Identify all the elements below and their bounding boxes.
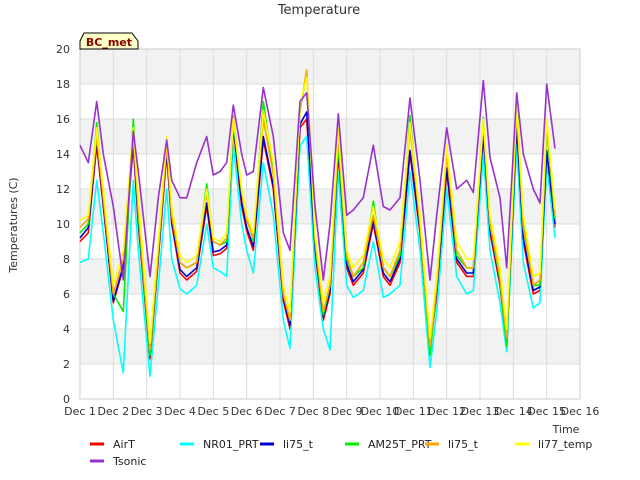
plot-band	[80, 119, 580, 154]
x-tick-label: Dec 4	[164, 405, 196, 418]
y-tick-label: 0	[63, 393, 70, 406]
y-tick-label: 16	[56, 113, 70, 126]
x-tick-label: Dec 14	[494, 405, 533, 418]
legend-label: li77_temp	[538, 438, 592, 451]
plot-band	[80, 49, 580, 84]
y-axis-label: Temperatures (C)	[7, 177, 20, 273]
legend-label: NR01_PRT	[203, 438, 259, 451]
legend-label: li75_t	[448, 438, 479, 451]
station-badge-box	[79, 32, 139, 50]
x-tick-labels: Dec 1 Dec 2 Dec 3 Dec 4 Dec 5 Dec 6 Dec 7 Dec 8…	[64, 405, 599, 418]
x-tick-label: Dec 13	[461, 405, 500, 418]
x-tick-label: Dec 5	[197, 405, 229, 418]
x-tick-label: Dec 8	[297, 405, 329, 418]
x-tick-label: Dec 12	[427, 405, 466, 418]
plot-band	[80, 294, 580, 329]
y-tick-label: 12	[56, 183, 70, 196]
station-badge: BC_met	[79, 32, 139, 50]
x-tick-label: Dec 2	[97, 405, 129, 418]
x-tick-label: Dec 7	[264, 405, 296, 418]
legend-label: li75_t	[283, 438, 314, 451]
series-lines	[79, 69, 556, 378]
y-tick-label: 20	[56, 43, 70, 56]
x-tick-label: Dec 11	[394, 405, 433, 418]
y-tick-label: 10	[56, 218, 70, 231]
x-tick-label: Dec 16	[561, 405, 600, 418]
x-tick-label: Dec 10	[361, 405, 400, 418]
x-axis-label: Time	[552, 423, 580, 436]
x-tick-label: Dec 1	[64, 405, 96, 418]
y-tick-label: 6	[63, 288, 70, 301]
legend-label: AirT	[113, 438, 135, 451]
legend-label: AM25T_PRT	[368, 438, 432, 451]
y-tick-label: 18	[56, 78, 70, 91]
plot-frame	[79, 48, 581, 400]
y-tick-label: 2	[63, 358, 70, 371]
plot-band	[80, 154, 580, 189]
series-line-tsonic	[79, 79, 556, 281]
plot-band	[80, 84, 580, 119]
legend-label: Tsonic	[112, 455, 146, 468]
y-tick-label: 4	[63, 323, 70, 336]
y-tick-label: 8	[63, 253, 70, 266]
y-tick-labels: 0 2 4 6 8 10 12 14 16 18 20	[56, 43, 70, 406]
x-tick-label: Dec 15	[527, 405, 566, 418]
series-line-nr01_prt	[79, 135, 556, 378]
y-tick-label: 14	[56, 148, 70, 161]
legend: AirT NR01_PRT li75_t AM25T_PRT li75_t li77_te…	[90, 438, 592, 468]
x-tick-label: Dec 3	[131, 405, 163, 418]
plot-band	[80, 364, 580, 399]
station-label: BC_met	[86, 36, 132, 49]
x-tick-label: Dec 9	[331, 405, 363, 418]
chart-title: Temperature	[277, 3, 360, 18]
x-tick-label: Dec 6	[231, 405, 263, 418]
